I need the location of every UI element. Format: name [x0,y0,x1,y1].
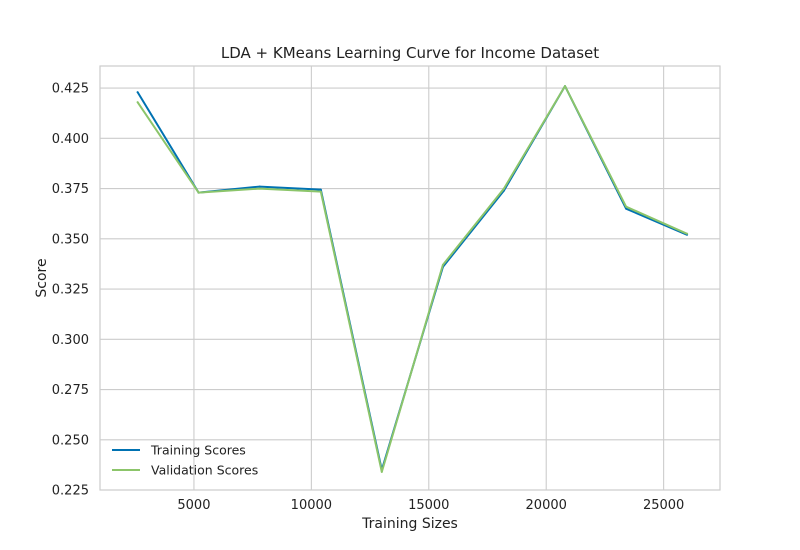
x-tick-label: 20000 [526,498,567,513]
y-tick-label: 0.225 [52,484,89,499]
tick-labels: 5000 10000 15000 20000 25000 0.225 0.250 0.275 0… [52,82,685,513]
data-point [197,191,200,194]
data-point [625,207,628,210]
y-tick-label: 0.375 [52,182,89,197]
series-validation-scores [136,85,689,473]
data-point [380,470,383,473]
legend-label: Training Scores [150,443,246,458]
data-point [319,188,322,191]
data-point [319,190,322,193]
y-tick-label: 0.300 [52,333,89,348]
y-axis-label: Score [34,258,50,297]
plot-area [100,66,720,490]
series-layer [136,85,689,473]
y-tick-label: 0.250 [52,433,89,448]
x-tick-label: 15000 [408,498,449,513]
data-point [258,187,261,190]
y-tick-label: 0.325 [52,283,89,298]
x-tick-label: 10000 [291,498,332,513]
x-tick-label: 25000 [643,498,684,513]
chart-title: LDA + KMeans Learning Curve for Income D… [221,44,599,62]
data-point [625,205,628,208]
data-point [441,263,444,266]
y-tick-label: 0.425 [52,82,89,97]
grid-lines [100,66,720,491]
x-axis-label: Training Sizes [361,516,458,532]
x-tick-label: 5000 [177,498,210,513]
y-tick-label: 0.275 [52,383,89,398]
y-tick-label: 0.400 [52,132,89,147]
plot-frame [99,65,721,491]
legend-label: Validation Scores [151,463,258,478]
data-point [258,185,261,188]
data-point [136,101,139,104]
data-point [686,232,689,235]
data-point [564,85,566,88]
data-point [136,91,139,94]
y-tick-label: 0.350 [52,232,89,247]
series-line [136,85,688,473]
legend: Training Scores Validation Scores [112,443,258,478]
data-point [502,187,505,190]
